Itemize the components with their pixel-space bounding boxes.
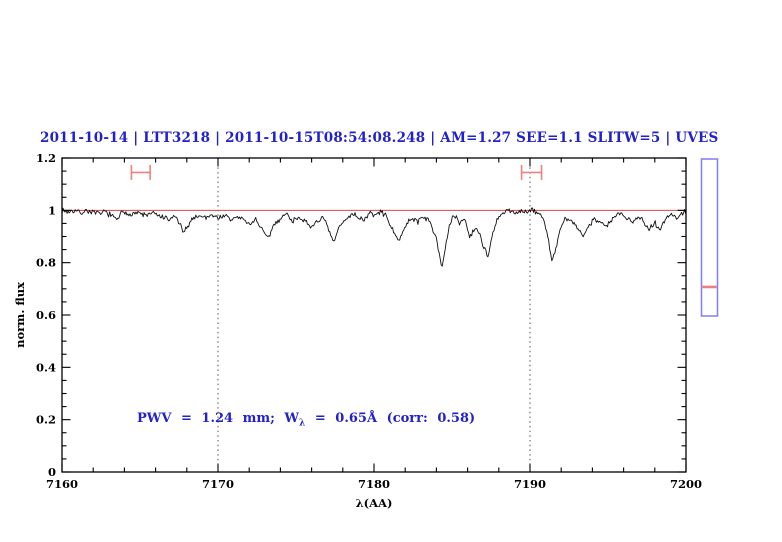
y-tick-label: 0.4 [36,360,56,374]
x-tick-label: 7200 [670,477,702,491]
y-tick-label: 0.2 [36,413,56,427]
lambda-subscript-icon: λ [299,418,306,429]
x-tick-label: 7160 [46,477,78,491]
y-tick-label: 0.6 [36,308,56,322]
x-tick-label: 7170 [202,477,234,491]
y-tick-label: 1 [48,203,56,217]
x-axis-label: λ(AA) [356,496,393,510]
pwv-annotation-prefix: PWV = 1.24 mm; W [137,411,300,426]
y-axis-label: norm. flux [13,282,27,348]
x-tick-label: 7190 [514,477,546,491]
spectrum-trace [61,207,687,267]
indicator-bar [700,158,719,317]
y-tick-label: 1.2 [36,151,56,165]
pwv-annotation: PWV = 1.24 mm; Wλ = 0.65Å (corr: 0.58) [137,411,475,429]
plot-generated-layer: 7160 7170 7180 7190 7200 0 0.2 0.4 0.6 0.8 1 1.2 [36,151,719,491]
y-tick-label: 0 [48,465,56,479]
plot-title: 2011-10-14 | LTT3218 | 2011-10-15T08:54:… [40,130,719,146]
x-tick-label: 7180 [358,477,390,491]
pwv-annotation-suffix: = 0.65Å (corr: 0.58) [305,411,476,426]
y-tick-label: 0.8 [36,256,56,270]
